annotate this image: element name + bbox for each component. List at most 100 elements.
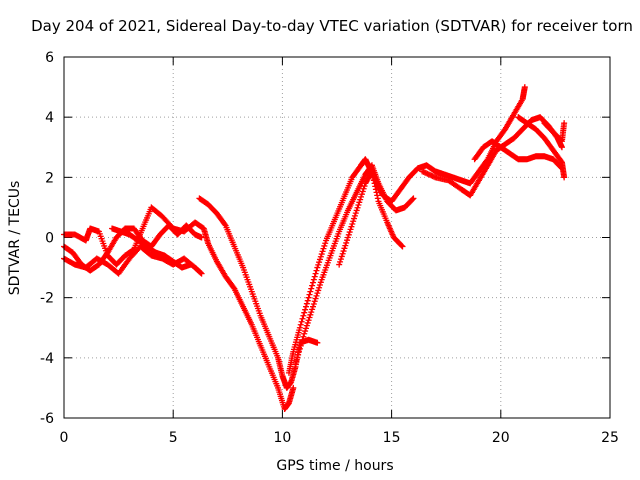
data-point	[297, 342, 304, 349]
x-tick-label: 10	[273, 430, 291, 446]
data-point	[344, 234, 351, 241]
data-point	[336, 261, 343, 268]
y-tick-label: 2	[45, 170, 54, 186]
x-tick-label: 5	[169, 430, 178, 446]
y-axis-label: SDTVAR / TECUs	[7, 181, 23, 296]
y-tick-label: -2	[40, 291, 54, 307]
data-point	[312, 295, 319, 302]
data-point	[301, 309, 308, 316]
data-point	[354, 204, 361, 211]
data-point	[372, 183, 379, 190]
data-point	[370, 177, 377, 184]
data-point	[369, 171, 376, 178]
data-point	[308, 285, 315, 292]
data-point	[347, 226, 354, 233]
data-point	[298, 339, 305, 346]
data-point	[298, 318, 305, 325]
x-tick-label: 25	[601, 430, 619, 446]
data-point	[351, 215, 358, 222]
data-point	[345, 231, 352, 238]
data-point	[346, 229, 353, 236]
plot-frame	[63, 56, 611, 419]
data-point	[361, 183, 368, 190]
data-point	[320, 245, 327, 252]
data-point	[561, 120, 568, 127]
data-point	[356, 199, 363, 206]
data-point	[309, 282, 316, 289]
data-point	[561, 174, 568, 181]
x-axis-label: GPS time / hours	[276, 458, 393, 474]
data-point	[351, 212, 358, 219]
data-point	[318, 251, 325, 258]
data-point	[295, 351, 302, 358]
data-point	[316, 259, 323, 266]
data-point	[303, 322, 310, 329]
data-point	[337, 256, 344, 263]
data-point	[374, 192, 381, 199]
series-track-12	[541, 120, 568, 145]
data-point	[358, 193, 365, 200]
data-point	[344, 237, 351, 244]
data-point	[294, 354, 301, 361]
y-tick-label: 0	[45, 231, 54, 247]
series-track-5	[196, 195, 321, 391]
data-point	[341, 245, 348, 252]
data-point	[343, 239, 350, 246]
data-point	[301, 330, 308, 337]
y-tick-label: 6	[45, 50, 54, 66]
data-point	[315, 261, 322, 268]
data-point	[314, 339, 321, 346]
data-point	[310, 276, 317, 283]
x-tick-label: 0	[60, 430, 69, 446]
data-point	[352, 210, 359, 217]
data-point	[293, 357, 300, 364]
axis-ticks: 0 5 10 15 20 25 -6 -4 -2 0 2 4 6	[40, 50, 619, 446]
data-point	[340, 248, 347, 255]
data-point	[308, 309, 315, 316]
data-markers	[61, 84, 568, 412]
data-point	[304, 297, 311, 304]
data-point	[305, 317, 312, 324]
data-point	[314, 264, 321, 271]
data-point	[410, 195, 417, 202]
data-point	[317, 279, 324, 286]
data-point	[317, 253, 324, 260]
data-point	[230, 284, 237, 291]
data-point	[296, 324, 303, 331]
data-point	[339, 250, 346, 257]
series-track-7	[292, 162, 417, 367]
data-point	[558, 137, 565, 144]
x-tick-label: 20	[492, 430, 510, 446]
y-tick-label: 4	[45, 110, 54, 126]
data-point	[296, 345, 303, 352]
data-point	[558, 144, 565, 151]
data-point	[295, 348, 302, 355]
data-point	[355, 202, 362, 209]
data-point	[558, 158, 565, 165]
data-point	[302, 325, 309, 332]
data-point	[348, 223, 355, 230]
data-point	[306, 291, 313, 298]
data-point	[311, 273, 318, 280]
chart-title: Day 204 of 2021, Sidereal Day-to-day VTE…	[31, 17, 633, 35]
data-point	[292, 360, 299, 367]
series-track-8	[336, 168, 406, 268]
data-point	[198, 270, 205, 277]
data-point	[358, 191, 365, 198]
data-point	[357, 196, 364, 203]
data-point	[299, 315, 306, 322]
data-point	[315, 287, 322, 294]
data-point	[349, 220, 356, 227]
data-point	[370, 174, 377, 181]
data-point	[313, 292, 320, 299]
data-point	[313, 267, 320, 274]
data-point	[302, 303, 309, 310]
series-track-6	[285, 84, 528, 376]
data-point	[187, 261, 194, 268]
x-tick-label: 15	[383, 430, 401, 446]
data-point	[290, 384, 297, 391]
data-point	[319, 248, 326, 255]
data-point	[316, 282, 323, 289]
data-point	[398, 242, 405, 249]
